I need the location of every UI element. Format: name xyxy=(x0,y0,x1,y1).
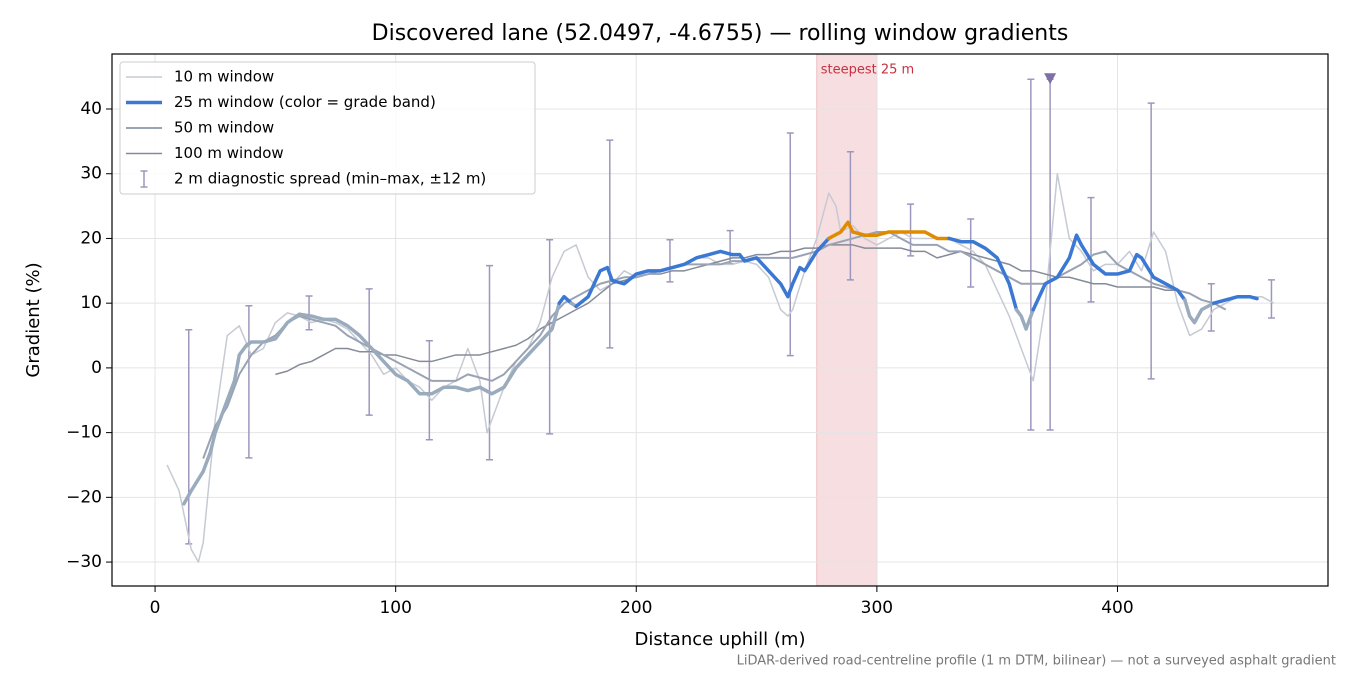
line xyxy=(166,172,1275,563)
line-segment xyxy=(1183,298,1216,325)
error-bar xyxy=(1207,283,1215,332)
legend-label: 25 m window (color = grade band) xyxy=(174,93,436,111)
highlight-band xyxy=(816,53,878,587)
error-bar xyxy=(1087,196,1095,303)
error-bar xyxy=(185,328,193,545)
plot-frame xyxy=(111,53,1329,587)
line-segment xyxy=(1211,294,1259,305)
y-tick-label: −20 xyxy=(66,487,102,507)
highlight-label: steepest 25 m xyxy=(821,63,914,78)
line xyxy=(275,244,1190,376)
line xyxy=(202,230,1227,459)
legend-label: 50 m window xyxy=(174,119,274,137)
error-bar xyxy=(786,132,794,357)
max-marker xyxy=(1044,73,1057,85)
line-segment xyxy=(827,220,951,241)
legend: 10 m window 25 m window (color = grade ba… xyxy=(119,61,536,195)
y-tick-label: 40 xyxy=(80,99,102,119)
error-bar xyxy=(666,238,674,283)
y-tick-label: 30 xyxy=(80,164,102,184)
x-tick-label: 400 xyxy=(1101,598,1133,618)
x-axis-label: Distance uphill (m) xyxy=(635,629,806,650)
error-bar xyxy=(1267,279,1275,319)
legend-box xyxy=(119,61,536,195)
line-segment xyxy=(1014,307,1036,331)
error-bar xyxy=(1027,78,1035,431)
footnote: LiDAR-derived road-centreline profile (1… xyxy=(737,654,1336,669)
legend-swatch xyxy=(140,170,148,188)
error-bar xyxy=(967,218,975,288)
y-tick-label: 10 xyxy=(80,293,102,313)
error-bar xyxy=(606,139,614,349)
legend-label: 10 m window xyxy=(174,68,274,86)
error-bar xyxy=(305,295,313,331)
error-bar xyxy=(846,150,854,281)
x-tick-label: 300 xyxy=(861,598,893,618)
line-segment xyxy=(947,236,1019,312)
x-tick-label: 200 xyxy=(620,598,652,618)
line-segment xyxy=(574,236,831,309)
y-tick-label: −10 xyxy=(66,423,102,443)
y-axis-label: Gradient (%) xyxy=(23,262,44,377)
y-tick-label: 20 xyxy=(80,228,102,248)
chart-title: Discovered lane (52.0497, -4.6755) — rol… xyxy=(372,21,1069,46)
error-bar xyxy=(425,339,433,441)
error-bar xyxy=(546,238,554,435)
error-bar xyxy=(245,305,253,459)
y-tick-label: −30 xyxy=(66,552,102,572)
line-segment xyxy=(1031,233,1187,312)
legend-label: 100 m window xyxy=(174,144,284,162)
line-segment xyxy=(182,301,562,506)
line-segment xyxy=(557,294,574,305)
x-tick-label: 0 xyxy=(150,598,161,618)
error-bar xyxy=(907,203,915,257)
y-tick-label: 0 xyxy=(91,358,102,378)
x-tick-label: 100 xyxy=(379,598,411,618)
legend-label: 2 m diagnostic spread (min–max, ±12 m) xyxy=(174,170,486,188)
